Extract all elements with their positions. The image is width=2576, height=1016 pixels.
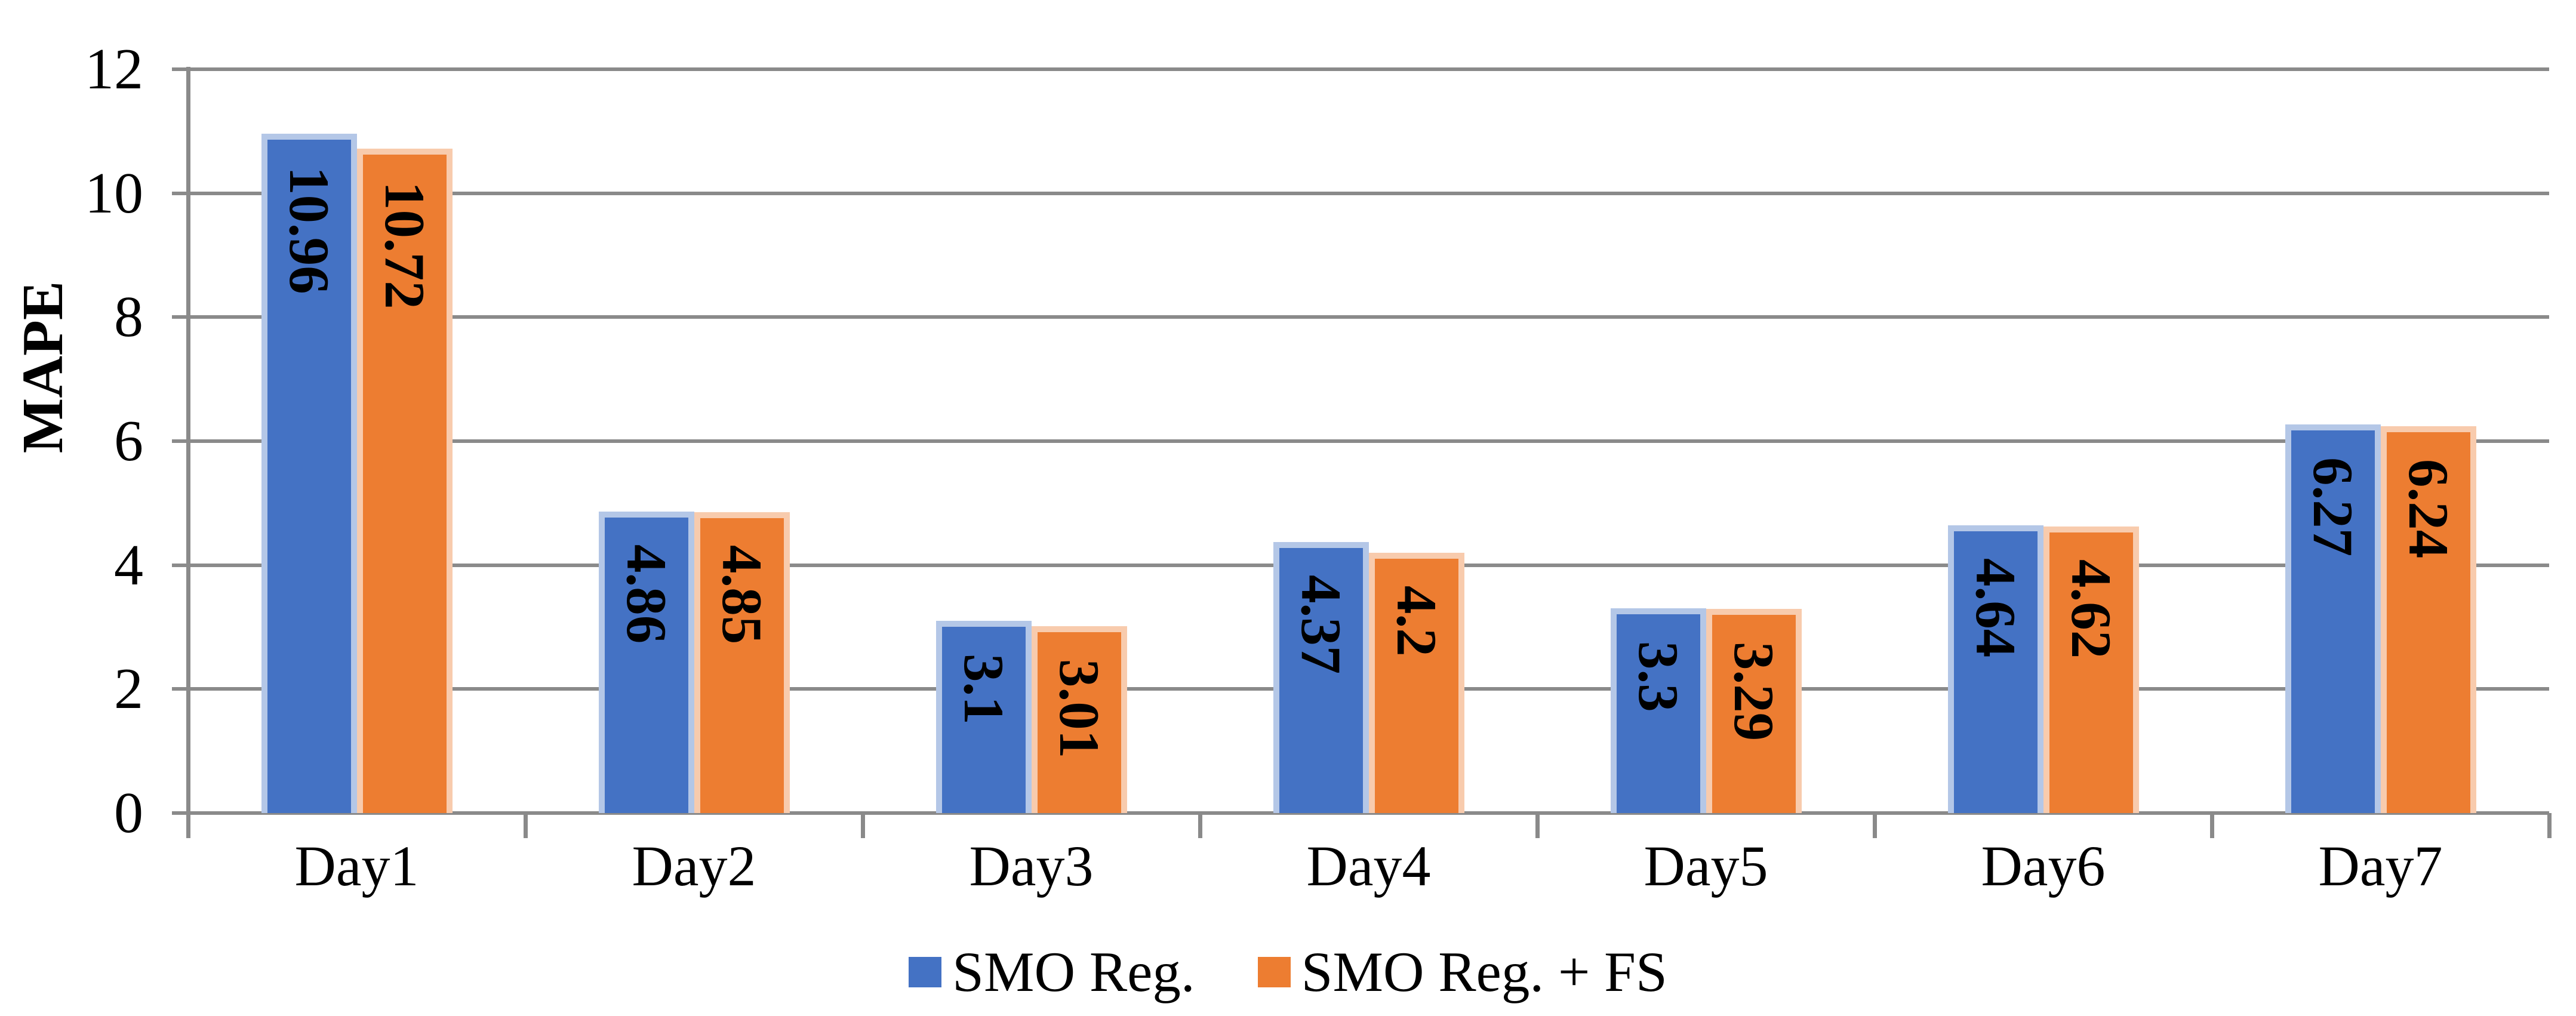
bar-value-label: 4.85 xyxy=(710,545,774,645)
y-axis-tick-label: 8 xyxy=(114,285,143,350)
bar-smo-reg-fs-day6: 4.62 xyxy=(2043,527,2139,813)
bar-smo-reg-day6: 4.64 xyxy=(1947,525,2043,813)
legend-label: SMO Reg. + FS xyxy=(1301,940,1667,1003)
bar-value-label: 4.64 xyxy=(1964,558,2027,658)
bar-smo-reg-fs-day3: 3.01 xyxy=(1031,626,1127,813)
bar-smo-reg-day5: 3.3 xyxy=(1610,608,1706,813)
bar-value-label: 10.72 xyxy=(373,181,436,309)
x-axis-category-label: Day2 xyxy=(632,834,756,898)
y-axis-tick-label: 6 xyxy=(114,409,143,473)
x-axis-category-label: Day7 xyxy=(2318,834,2443,898)
x-axis-tick xyxy=(1873,813,1877,838)
bar-value-label: 3.3 xyxy=(1627,641,1690,713)
x-axis-category-label: Day3 xyxy=(969,834,1094,898)
y-axis-tick-label: 2 xyxy=(114,657,143,722)
y-axis-tick-label: 0 xyxy=(114,781,143,845)
x-axis-tick xyxy=(2547,813,2552,838)
legend-swatch-smo-reg xyxy=(909,956,942,987)
bar-smo-reg-fs-day4: 4.2 xyxy=(1368,552,1464,813)
legend-item-smo-reg: SMO Reg. xyxy=(909,942,1195,1002)
y-gridline xyxy=(172,191,2549,195)
x-axis-category-label: Day5 xyxy=(1644,834,1768,898)
y-gridline xyxy=(172,315,2549,319)
x-axis-category-label: Day1 xyxy=(294,834,419,898)
y-axis-tick-label: 12 xyxy=(85,37,143,101)
y-axis-tick-label: 4 xyxy=(114,532,143,598)
y-axis-tick-label: 10 xyxy=(85,161,143,226)
bar-value-label: 4.37 xyxy=(1289,575,1353,675)
y-axis-line xyxy=(186,67,190,838)
bar-value-label: 3.1 xyxy=(952,654,1015,725)
x-axis-tick xyxy=(861,813,865,838)
x-axis-tick xyxy=(1535,813,1540,838)
x-axis-tick xyxy=(2210,813,2214,838)
bar-smo-reg-fs-day2: 4.85 xyxy=(694,512,790,813)
bar-value-label: 3.29 xyxy=(1722,642,1786,741)
bar-smo-reg-day3: 3.1 xyxy=(935,621,1032,813)
x-axis-category-label: Day6 xyxy=(1981,834,2106,898)
bar-smo-reg-day4: 4.37 xyxy=(1273,542,1369,813)
legend: SMO Reg. SMO Reg. + FS xyxy=(0,936,2576,1008)
bar-value-label: 6.24 xyxy=(2397,459,2460,559)
x-axis-tick xyxy=(524,813,528,838)
bar-smo-reg-fs-day5: 3.29 xyxy=(1706,609,1802,813)
y-gridline xyxy=(172,67,2549,71)
bar-smo-reg-day2: 4.86 xyxy=(598,512,694,813)
bar-smo-reg-fs-day7: 6.24 xyxy=(2380,426,2476,813)
x-axis-category-label: Day4 xyxy=(1306,834,1431,898)
x-axis-tick xyxy=(186,813,190,838)
bar-smo-reg-day7: 6.27 xyxy=(2285,424,2381,813)
bar-value-label: 4.86 xyxy=(615,544,678,644)
bar-value-label: 10.96 xyxy=(278,166,341,294)
bar-value-label: 3.01 xyxy=(1048,659,1111,759)
x-axis-tick xyxy=(1198,813,1202,838)
legend-label: SMO Reg. xyxy=(952,940,1195,1003)
bar-smo-reg-day1: 10.96 xyxy=(261,133,357,813)
y-gridline xyxy=(172,811,2549,815)
bar-value-label: 6.27 xyxy=(2301,457,2365,557)
bar-value-label: 4.62 xyxy=(2060,559,2123,659)
bar-value-label: 4.2 xyxy=(1385,585,1448,657)
y-gridline xyxy=(172,439,2549,443)
legend-item-smo-reg-fs: SMO Reg. + FS xyxy=(1257,940,1667,1003)
legend-swatch-smo-reg-fs xyxy=(1257,956,1291,987)
bar-smo-reg-fs-day1: 10.72 xyxy=(356,148,453,813)
